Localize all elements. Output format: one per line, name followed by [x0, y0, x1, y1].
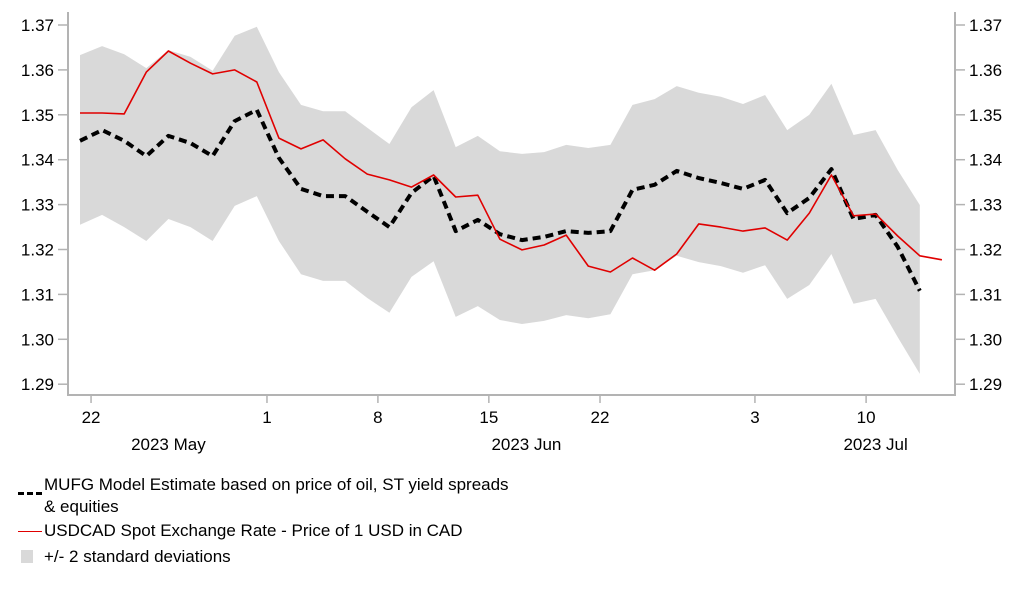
y-tick-label-left: 1.36: [21, 61, 54, 80]
gray-box-swatch-icon: [21, 550, 33, 563]
y-tick-label-right: 1.37: [969, 16, 1002, 35]
y-tick-label-left: 1.30: [21, 330, 54, 349]
y-tick-label-right: 1.30: [969, 330, 1002, 349]
y-tick-label-left: 1.37: [21, 16, 54, 35]
legend-label: +/- 2 standard deviations: [44, 547, 231, 566]
y-tick-label-left: 1.33: [21, 196, 54, 215]
red-line-swatch-icon: [18, 531, 42, 532]
legend-item-model-estimate: MUFG Model Estimate based on price of oi…: [18, 474, 509, 518]
legend-label: USDCAD Spot Exchange Rate - Price of 1 U…: [44, 521, 463, 540]
x-tick-label: 3: [750, 408, 759, 427]
x-period-label: 2023 Jun: [491, 435, 561, 454]
x-period-label: 2023 May: [131, 435, 206, 454]
y-tick-label-left: 1.31: [21, 285, 54, 304]
legend-item-std-band: +/- 2 standard deviations: [18, 546, 509, 568]
legend: MUFG Model Estimate based on price of oi…: [18, 474, 509, 568]
y-tick-label-right: 1.36: [969, 61, 1002, 80]
chart: 1.29 1.29 1.30 1.30 1.31 1.31 1.32 1.32 1.33 1.33…: [21, 12, 1002, 454]
tick-layer: 1.29 1.29 1.30 1.30 1.31 1.31 1.32 1.32 1.33 1.33…: [21, 16, 1002, 454]
x-tick-label: 1: [262, 408, 271, 427]
x-tick-label: 10: [857, 408, 876, 427]
legend-item-spot-rate: USDCAD Spot Exchange Rate - Price of 1 U…: [18, 520, 509, 542]
spot-rate-line: [80, 50, 943, 273]
y-tick-label-right: 1.35: [969, 106, 1002, 125]
y-tick-label-left: 1.35: [21, 106, 54, 125]
model-estimate-line: [79, 107, 922, 292]
x-tick-label: 15: [479, 408, 498, 427]
y-tick-label-left: 1.29: [21, 375, 54, 394]
x-tick-label: 22: [82, 408, 101, 427]
y-tick-label-right: 1.33: [969, 196, 1002, 215]
std-dev-band-area: [80, 26, 920, 374]
x-tick-label: 22: [591, 408, 610, 427]
x-period-label: 2023 Jul: [843, 435, 907, 454]
y-tick-label-left: 1.32: [21, 241, 54, 260]
y-tick-label-right: 1.32: [969, 241, 1002, 260]
y-tick-label-right: 1.31: [969, 285, 1002, 304]
y-tick-label-left: 1.34: [21, 151, 54, 170]
axes: [67, 12, 956, 396]
dashed-line-swatch-icon: [18, 492, 42, 495]
series-layer: [79, 50, 943, 292]
std-dev-band-layer: [80, 26, 920, 374]
x-tick-label: 8: [373, 408, 382, 427]
legend-label-cont: & equities: [44, 497, 119, 516]
y-tick-label-right: 1.29: [969, 375, 1002, 394]
y-tick-label-right: 1.34: [969, 151, 1002, 170]
legend-label: MUFG Model Estimate based on price of oi…: [44, 475, 509, 494]
